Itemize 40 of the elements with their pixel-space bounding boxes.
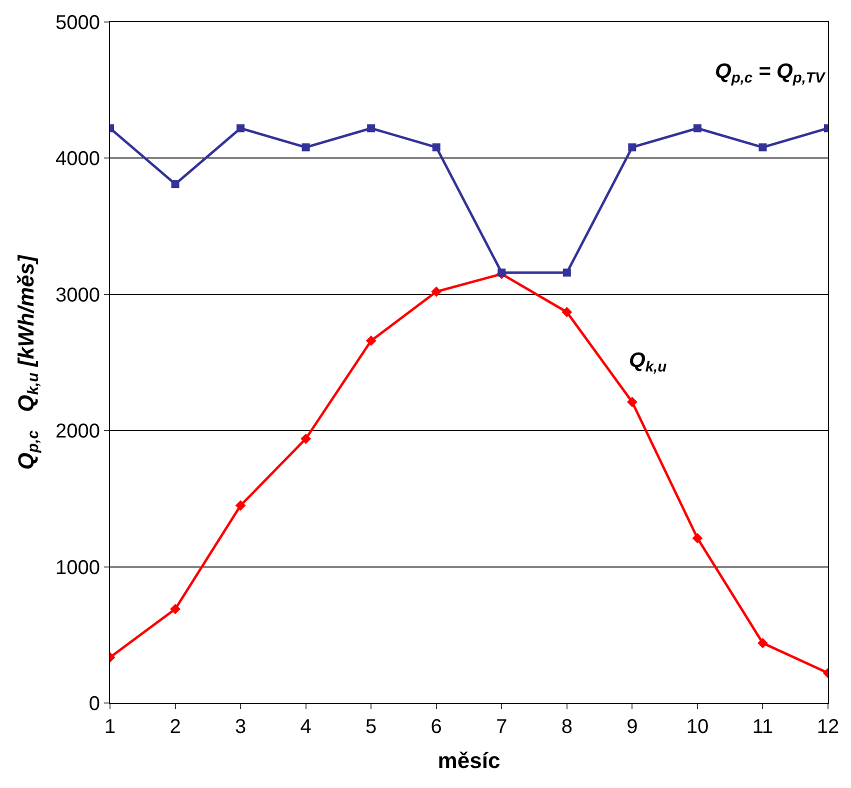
x-tick-label: 11 (752, 716, 774, 738)
point (626, 396, 638, 408)
x-axis-title: měsíc (438, 748, 500, 773)
point (498, 268, 506, 277)
x-tick-label: 5 (366, 716, 377, 738)
point (235, 500, 246, 511)
x-tick-label: 2 (170, 716, 181, 738)
x-tick-label: 6 (430, 716, 442, 738)
y-tick-label: 2000 (56, 420, 100, 443)
point (170, 604, 180, 614)
x-tick-label: 4 (300, 716, 312, 738)
y-tick-label: 0 (88, 693, 100, 715)
point (562, 268, 571, 277)
x-tick-label: 9 (626, 716, 638, 738)
x-tick-label: 12 (816, 716, 840, 738)
x-tick-label: 1 (104, 716, 116, 738)
series-label: Q$_{k,u}$ (629, 349, 667, 376)
y-tick-label: 3000 (56, 284, 100, 306)
point (693, 124, 702, 132)
y-tick-label: 1000 (56, 556, 100, 579)
point (692, 533, 703, 544)
series-label: Q$_{p,c}$ = Q$_{p,TV}$ (715, 60, 826, 86)
point (366, 336, 376, 346)
y-tick-label: 4000 (56, 148, 100, 170)
y-tick-label: 5000 (56, 12, 100, 34)
point (236, 124, 245, 132)
x-tick-label: 3 (234, 716, 246, 738)
point (628, 143, 636, 152)
point (431, 286, 442, 297)
x-tick-label: 7 (496, 716, 508, 738)
x-tick-label: 8 (561, 716, 572, 738)
point (171, 180, 180, 188)
point (562, 306, 572, 318)
point (367, 124, 376, 132)
point (302, 143, 310, 152)
point (758, 638, 768, 648)
point (758, 143, 767, 152)
point (432, 143, 440, 152)
point (300, 434, 312, 444)
x-tick-label: 10 (686, 716, 709, 738)
